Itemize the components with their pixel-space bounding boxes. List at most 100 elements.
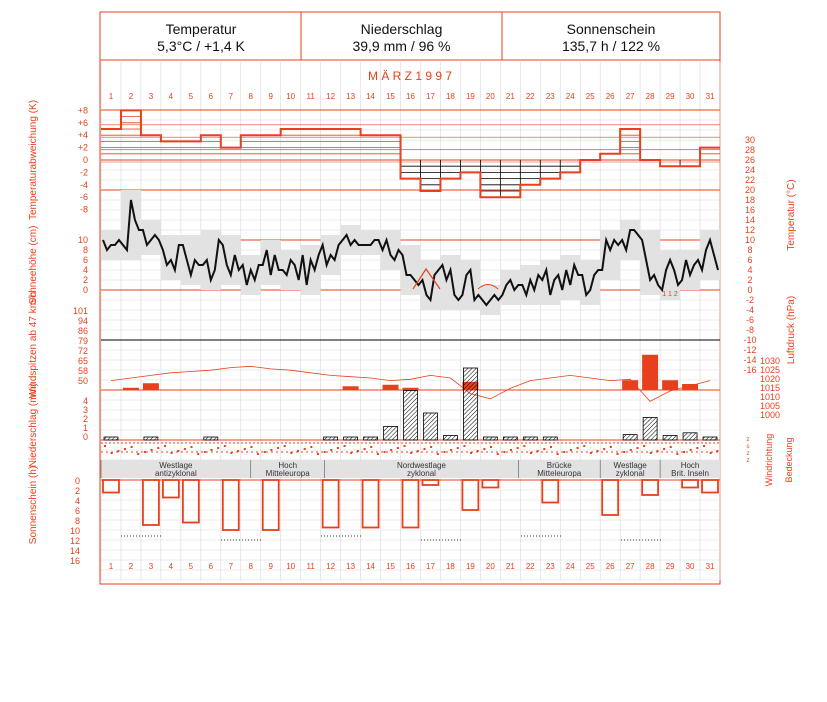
wind-dir-dot (123, 448, 126, 450)
wind-dir-dot (456, 447, 459, 449)
header-temperature-value: 5,3°C / +1,4 K (157, 38, 245, 54)
wind-dir-dot (197, 453, 200, 455)
day-label-top: 9 (268, 92, 273, 101)
wind-dir-dot (383, 451, 386, 453)
anomaly-axis-title: Temperaturabweichung (K) (28, 100, 39, 220)
precip-bar (403, 390, 418, 441)
day-label-bottom: 9 (268, 562, 273, 571)
pressure-line (110, 365, 711, 402)
snow-annotation: 1 1 2 (662, 291, 678, 298)
wind-gust-bar (342, 386, 359, 390)
precip-tick: 4 (83, 396, 88, 406)
day-label-top: 30 (686, 92, 695, 101)
day-label-bottom: 2 (129, 562, 134, 571)
wind-dir-dot (549, 446, 552, 448)
wind-tick: 72 (78, 346, 88, 356)
temp-tick: -2 (746, 295, 754, 305)
wind-dir-dot (623, 451, 626, 453)
snow-tick: 10 (78, 235, 88, 245)
temp-tick: 0 (747, 285, 752, 295)
day-label-top: 28 (646, 92, 655, 101)
day-label-bottom: 16 (406, 562, 415, 571)
precip-bar (343, 436, 358, 441)
day-label-top: 19 (466, 92, 475, 101)
pressure-axis-title: Luftdruck (hPa) (786, 296, 797, 364)
wind-dir-dot (237, 450, 240, 452)
temp-tick: 6 (747, 255, 752, 265)
sun-tick: 12 (70, 536, 80, 546)
day-label-bottom: 19 (466, 562, 475, 571)
wind-dir-dot (190, 446, 193, 448)
day-label-bottom: 3 (149, 562, 154, 571)
wind-dir-dot (330, 449, 333, 451)
precip-bar (463, 367, 478, 441)
sun-tick: 8 (75, 516, 80, 526)
wind-gust-bar (382, 384, 399, 390)
wind-dir-dot (270, 449, 273, 451)
wind-dir-dot (703, 445, 706, 447)
wind-dir-dot (163, 445, 166, 447)
temp-tick: 16 (745, 205, 755, 215)
day-label-bottom: 28 (646, 562, 655, 571)
wind-dir-dot (183, 448, 186, 450)
weather-type-band (101, 460, 720, 478)
precip-bar (702, 436, 718, 441)
precip-tick: 1 (83, 423, 88, 433)
wind-dir-dot (589, 452, 592, 454)
day-label-top: 6 (209, 92, 214, 101)
wind-dir-dot (350, 452, 353, 454)
temp-tick: -6 (746, 315, 754, 325)
day-label-bottom: 7 (229, 562, 234, 571)
wind-tick: 58 (78, 366, 88, 376)
wind-dir-dot (649, 452, 652, 454)
pressure-tick: 1005 (760, 401, 780, 411)
snow-axis-title: Schneehöhe (cm) (28, 226, 39, 305)
wind-dir-dot (569, 449, 572, 451)
day-label-top: 22 (526, 92, 535, 101)
dir-tick: z (747, 451, 750, 457)
wind-dir-dot (297, 450, 300, 452)
anomaly-tick: -2 (80, 167, 88, 177)
wind-dir-dot (669, 446, 672, 448)
snow-marker (412, 267, 441, 290)
anomaly-tick: -4 (80, 180, 88, 190)
sun-bar (142, 479, 160, 526)
wind-dir-dot (510, 449, 513, 451)
wind-dir-dot (609, 446, 612, 448)
day-label-top: 29 (666, 92, 675, 101)
wind-dir-dot (689, 449, 692, 451)
header-precipitation: Niederschlag 39,9 mm / 96 % (301, 14, 502, 60)
wind-gust-bar (622, 380, 639, 390)
weather-type-label: Mitteleuropa (537, 469, 582, 478)
precip-bar (203, 436, 219, 441)
temp-tick: 28 (745, 145, 755, 155)
sun-bar (102, 479, 120, 494)
precip-bar (482, 436, 498, 441)
sun-tick: 2 (75, 486, 80, 496)
temp-tick: 8 (747, 245, 752, 255)
weather-type-label: Westlage (614, 461, 648, 470)
wind-dir-dot (117, 450, 120, 452)
wind-gust-bar (662, 380, 679, 390)
weather-type-label: zyklonal (616, 469, 645, 478)
anomaly-step-line (101, 109, 720, 199)
snow-tick: 4 (83, 265, 88, 275)
wind-dir-dot (223, 445, 226, 447)
wind-gust-bar (402, 387, 419, 390)
day-label-bottom: 20 (486, 562, 495, 571)
day-label-top: 10 (286, 92, 295, 101)
day-label-bottom: 12 (326, 562, 335, 571)
day-label-bottom: 27 (626, 562, 635, 571)
day-label-top: 12 (326, 92, 335, 101)
day-label-bottom: 5 (189, 562, 194, 571)
precip-bar (143, 436, 159, 441)
precip-bar (363, 436, 378, 441)
dir-tick: s (747, 444, 750, 450)
pressure-tick: 1000 (760, 410, 780, 420)
day-label-bottom: 29 (666, 562, 675, 571)
wind-dir-dot (230, 452, 233, 454)
day-label-bottom: 1 (109, 562, 114, 571)
day-label-bottom: 15 (386, 562, 395, 571)
snow-tick: 6 (83, 255, 88, 265)
wind-tick: 79 (78, 336, 88, 346)
